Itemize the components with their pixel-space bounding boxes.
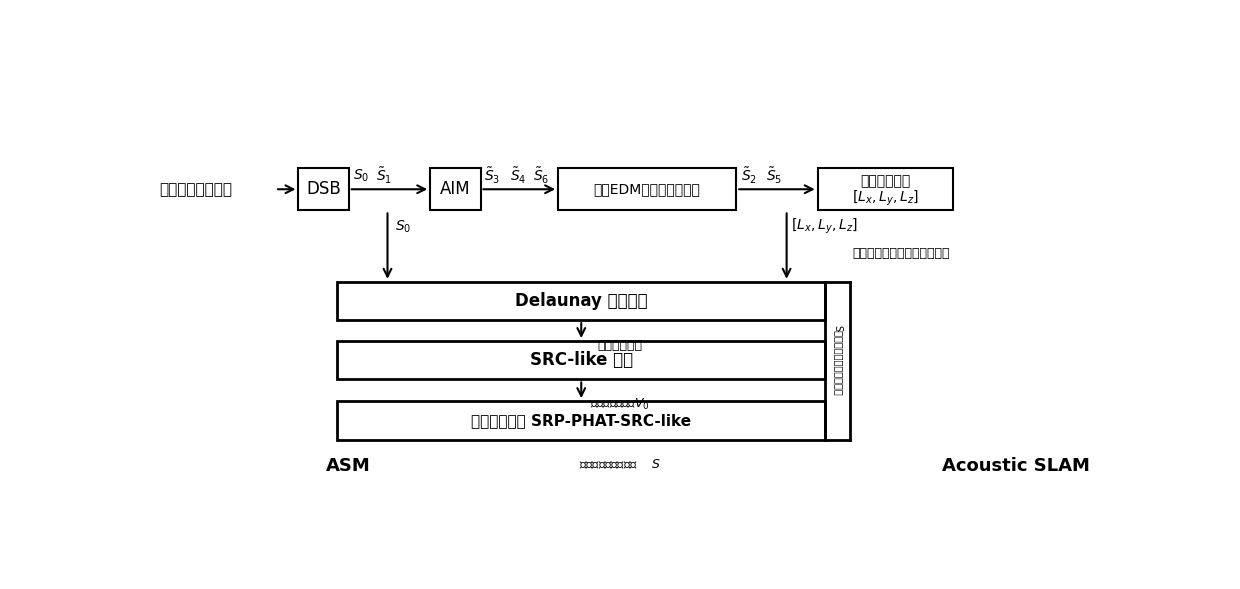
Text: 多通道麦克风信号: 多通道麦克风信号 <box>159 182 232 197</box>
Text: 估计声场环境的空间几何轮廓: 估计声场环境的空间几何轮廓 <box>853 247 950 260</box>
Text: $\tilde{S}_3$: $\tilde{S}_3$ <box>485 166 501 186</box>
Text: $\tilde{S}_1$: $\tilde{S}_1$ <box>376 166 392 186</box>
Text: 空间几何轮廓: 空间几何轮廓 <box>861 174 910 188</box>
Text: $S_0$: $S_0$ <box>352 168 370 184</box>
Text: 声源定位算法 SRP-PHAT-SRC-like: 声源定位算法 SRP-PHAT-SRC-like <box>471 413 692 428</box>
Text: AIM: AIM <box>440 180 471 198</box>
Bar <box>817 168 954 210</box>
Text: $[L_x, L_y, L_z]$: $[L_x, L_y, L_z]$ <box>791 217 857 236</box>
Bar <box>299 168 348 210</box>
Text: SRC-like 算法: SRC-like 算法 <box>529 351 632 369</box>
Text: Delaunay 三角剔分: Delaunay 三角剔分 <box>515 292 647 310</box>
Text: $\tilde{S}_2$: $\tilde{S}_2$ <box>742 166 758 186</box>
Text: 移动声源的位置估计    $S$: 移动声源的位置估计 $S$ <box>579 458 661 472</box>
Text: DSB: DSB <box>306 180 341 198</box>
Text: $\tilde{S}_5$: $\tilde{S}_5$ <box>766 166 782 186</box>
Text: Acoustic SLAM: Acoustic SLAM <box>941 458 1090 475</box>
Text: $\tilde{S}_4$: $\tilde{S}_4$ <box>510 166 527 186</box>
Text: 基于EDM的一阶回波搜索: 基于EDM的一阶回波搜索 <box>594 182 701 196</box>
Bar <box>337 282 826 320</box>
Text: ASM: ASM <box>325 458 371 475</box>
Text: 自适应搜索体元$V_0$: 自适应搜索体元$V_0$ <box>590 398 650 412</box>
Text: 房间剔分网格: 房间剔分网格 <box>598 339 642 352</box>
Bar <box>337 401 826 439</box>
Text: $\tilde{S}_6$: $\tilde{S}_6$ <box>533 166 549 186</box>
Text: $S_0$: $S_0$ <box>396 218 412 234</box>
Bar <box>337 341 826 379</box>
Text: $[L_x, L_y, L_z]$: $[L_x, L_y, L_z]$ <box>852 189 919 208</box>
Bar <box>430 168 481 210</box>
Text: S补充完到房间剔分区格中: S补充完到房间剔分区格中 <box>833 325 843 396</box>
Bar <box>558 168 737 210</box>
